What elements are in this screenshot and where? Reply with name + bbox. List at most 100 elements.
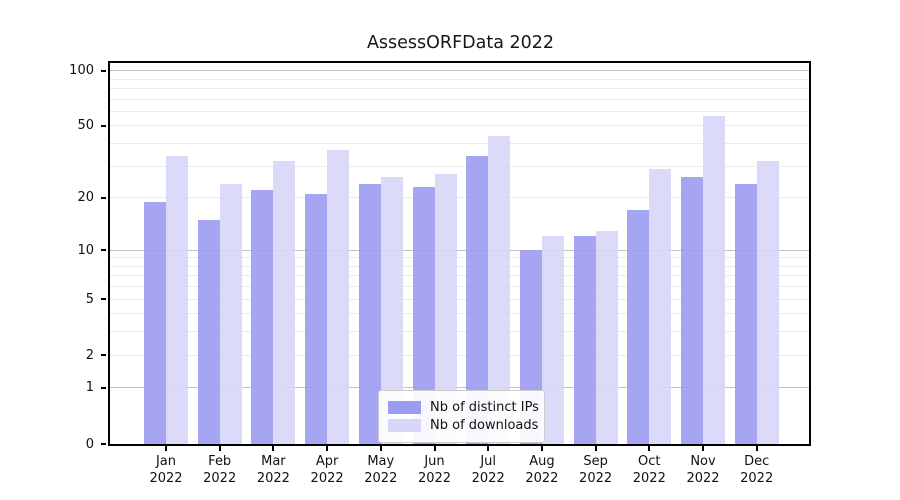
bar-downloads: [488, 136, 511, 444]
plot-inner: [110, 63, 809, 444]
x-axis-tick-year: 2022: [310, 471, 344, 486]
bar-distinct-ips: [466, 156, 489, 444]
bar-distinct-ips: [305, 193, 328, 444]
bar-distinct-ips: [573, 236, 596, 444]
y-axis-tick-label: 1: [85, 380, 94, 396]
gridline-major: [110, 387, 809, 389]
gridline-minor: [110, 197, 809, 199]
gridline-minor: [110, 286, 809, 288]
gridline-major: [110, 249, 809, 251]
bar-downloads: [166, 156, 188, 444]
bar-distinct-ips: [251, 190, 274, 444]
x-axis-tick-year: 2022: [471, 471, 505, 486]
x-tick-mark: [218, 446, 221, 451]
x-axis-tick-year: 2022: [364, 471, 398, 486]
gridline-major: [110, 70, 809, 72]
x-axis-tick-label: Jun 2022: [408, 453, 462, 487]
x-axis-tick-year: 2022: [256, 471, 290, 486]
bar-downloads: [756, 161, 779, 444]
x-tick-mark: [165, 446, 167, 451]
legend-swatch-ips: [388, 401, 421, 414]
bar-distinct-ips: [412, 186, 435, 444]
x-axis-tick-year: 2022: [525, 471, 559, 486]
gridline-minor: [110, 313, 809, 315]
bar-downloads: [434, 174, 457, 444]
y-tick-mark: [101, 386, 106, 389]
bar-distinct-ips: [681, 177, 703, 444]
bar-distinct-ips: [627, 210, 650, 444]
y-tick-mark: [101, 298, 106, 301]
bar-distinct-ips: [358, 183, 381, 444]
x-tick-mark: [648, 446, 651, 451]
chart-title: AssessORFData 2022: [366, 33, 555, 53]
gridline-minor: [110, 354, 809, 356]
x-tick-mark: [487, 446, 490, 451]
x-axis-tick-label: Nov 2022: [676, 453, 730, 487]
y-tick-mark: [101, 124, 106, 127]
y-axis-tick-label: 100: [69, 63, 94, 79]
x-axis-tick-label: Jan 2022: [139, 453, 193, 487]
y-axis-tick-label: 50: [77, 118, 94, 134]
gridline-minor: [110, 98, 809, 100]
y-tick-mark: [101, 249, 106, 251]
x-axis-tick-label: Mar 2022: [246, 453, 300, 487]
legend: Nb of distinct IPs Nb of downloads: [378, 390, 545, 443]
x-tick-mark: [702, 446, 704, 451]
x-axis-tick-year: 2022: [149, 471, 183, 486]
bar-downloads: [703, 115, 725, 444]
x-tick-mark: [755, 446, 758, 451]
x-axis-tick-label: May 2022: [354, 453, 408, 487]
bar-distinct-ips: [197, 219, 220, 444]
x-tick-mark: [594, 446, 597, 451]
gridline-minor: [110, 125, 809, 127]
plot-area: [108, 61, 811, 446]
x-axis-tick-label: Aug 2022: [515, 453, 569, 487]
x-axis-tick-year: 2022: [740, 471, 774, 486]
y-axis-tick-label: 2: [85, 347, 94, 363]
bar-distinct-ips: [144, 201, 166, 444]
gridline-minor: [110, 298, 809, 300]
x-tick-mark: [433, 446, 436, 451]
x-tick-mark: [379, 446, 382, 451]
y-axis-tick-label: 5: [85, 291, 94, 307]
gridline-minor: [110, 275, 809, 277]
x-axis-tick-year: 2022: [417, 471, 452, 486]
bar-downloads: [380, 177, 403, 444]
gridline-minor: [110, 110, 809, 112]
legend-entry-distinct-ips: Nb of distinct IPs: [388, 400, 539, 415]
bar-downloads: [595, 230, 618, 444]
y-tick-mark: [101, 354, 106, 357]
bar-downloads: [541, 236, 564, 444]
y-axis-tick-label: 10: [77, 242, 94, 258]
y-tick-mark: [101, 196, 106, 199]
legend-entry-downloads: Nb of downloads: [388, 418, 538, 433]
gridline-minor: [110, 87, 809, 89]
x-axis-tick-year: 2022: [203, 471, 237, 486]
x-axis-tick-label: Dec 2022: [730, 453, 784, 487]
y-tick-mark: [101, 443, 106, 445]
y-tick-mark: [101, 69, 106, 72]
x-tick-mark: [540, 446, 543, 451]
legend-swatch-downloads: [388, 419, 421, 432]
bar-downloads: [649, 168, 672, 444]
x-axis-tick-label: Sep 2022: [569, 453, 623, 487]
gridline-minor: [110, 331, 809, 333]
x-axis-tick-label: Jul 2022: [461, 453, 515, 487]
legend-label-distinct-ips: Nb of distinct IPs: [430, 400, 539, 415]
y-axis-tick-label: 0: [85, 436, 94, 452]
x-axis-tick-year: 2022: [686, 471, 720, 486]
gridline-minor: [110, 165, 809, 167]
bar-distinct-ips: [734, 183, 757, 444]
x-axis-tick-label: Apr 2022: [300, 453, 354, 487]
y-axis-tick-label: 20: [77, 190, 94, 206]
bar-downloads: [327, 149, 350, 444]
bar-downloads: [273, 161, 296, 444]
x-axis-tick-label: Oct 2022: [622, 453, 676, 487]
x-axis-tick-year: 2022: [579, 471, 613, 486]
x-axis-tick-label: Feb 2022: [193, 453, 247, 487]
x-axis-tick-year: 2022: [632, 471, 666, 486]
gridline-minor: [110, 143, 809, 145]
x-tick-mark: [272, 446, 275, 451]
gridline-minor: [110, 257, 809, 259]
